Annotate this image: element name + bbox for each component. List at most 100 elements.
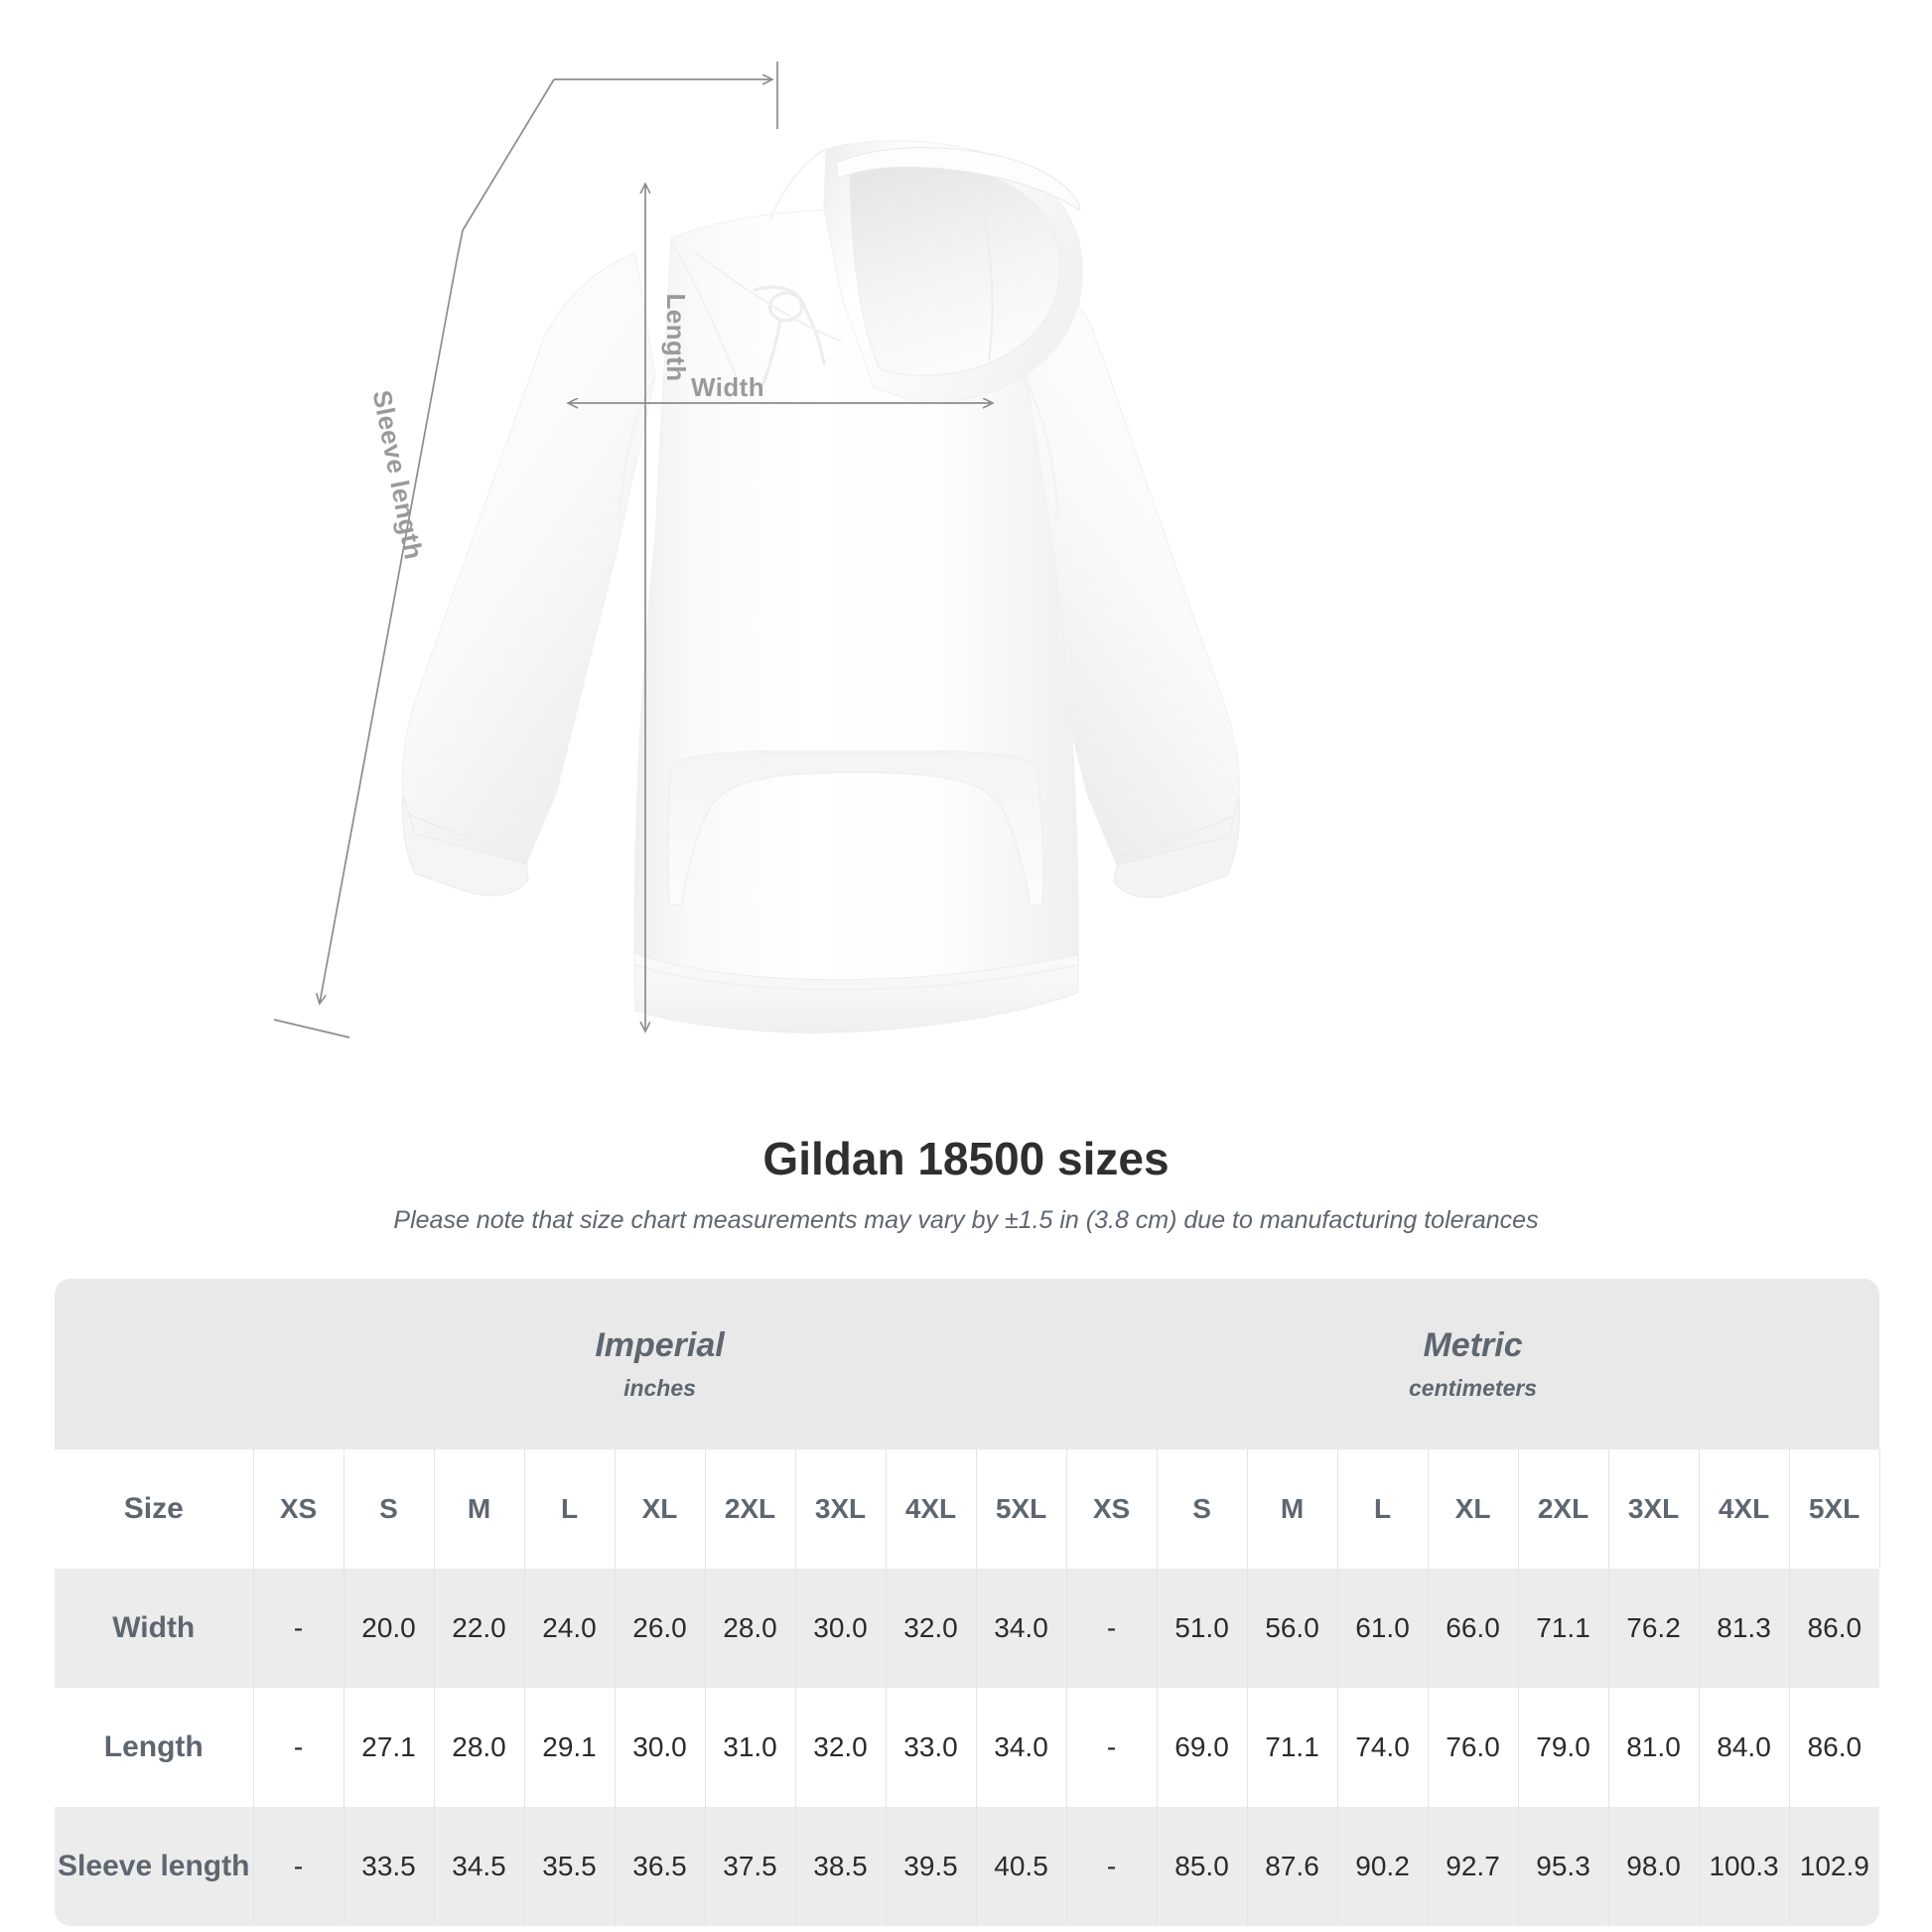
cell-width-imperial-5xl: 34.0 [976,1569,1067,1688]
hoodie-measurement-illustration: Sleeve length Length Width [273,62,1240,1038]
size-header-imperial-xs: XS [253,1449,345,1569]
cell-width-metric-xs: - [1066,1569,1158,1688]
chart-heading: Gildan 18500 sizes Please note that size… [0,1132,1932,1235]
cell-sleeve-length-metric-xs: - [1066,1807,1158,1926]
cell-width-metric-xl: 66.0 [1428,1569,1519,1688]
size-header-imperial-5xl: 5XL [976,1449,1067,1569]
cell-width-imperial-s: 20.0 [344,1569,435,1688]
cell-length-imperial-m: 28.0 [434,1688,525,1807]
cell-length-imperial-s: 27.1 [344,1688,435,1807]
size-column-header: Size [55,1449,254,1569]
sleeve-diagonal-upper [462,78,555,231]
cell-sleeve-length-imperial-5xl: 40.5 [976,1807,1067,1926]
cell-length-metric-l: 74.0 [1337,1688,1429,1807]
cell-sleeve-length-metric-3xl: 98.0 [1608,1807,1700,1926]
right-cuff [1113,795,1240,898]
page-title: Gildan 18500 sizes [762,1133,1170,1184]
row-label-width: Width [55,1569,254,1688]
length-label: Length [661,293,691,381]
size-header-metric-s: S [1157,1449,1248,1569]
cell-length-metric-s: 69.0 [1157,1688,1248,1807]
cell-width-imperial-xs: - [253,1569,345,1688]
sleeve-length-label: Sleeve length [367,388,429,562]
hood-band [835,147,1081,212]
cell-sleeve-length-metric-l: 90.2 [1337,1807,1429,1926]
size-header-imperial-3xl: 3XL [795,1449,887,1569]
size-header-metric-5xl: 5XL [1789,1449,1880,1569]
cell-length-metric-xs: - [1066,1688,1158,1807]
cell-length-imperial-3xl: 32.0 [795,1688,887,1807]
cell-length-metric-m: 71.1 [1247,1688,1338,1807]
size-header-metric-4xl: 4XL [1699,1449,1790,1569]
cell-length-imperial-xl: 30.0 [615,1688,706,1807]
sleeve-diagonal-lower [320,259,458,1003]
cell-width-metric-m: 56.0 [1247,1569,1338,1688]
cell-width-imperial-2xl: 28.0 [705,1569,796,1688]
cell-length-metric-xl: 76.0 [1428,1688,1519,1807]
width-label: Width [691,372,764,402]
hoodie-graphic [402,140,1240,1034]
size-chart-table: Imperial inches Metric centimeters Size XS S M… [55,1279,1880,1926]
cell-width-metric-2xl: 71.1 [1518,1569,1609,1688]
size-header-metric-3xl: 3XL [1608,1449,1700,1569]
cell-sleeve-length-metric-4xl: 100.3 [1699,1807,1790,1926]
cell-length-metric-5xl: 86.0 [1789,1688,1880,1807]
cell-width-imperial-4xl: 32.0 [886,1569,977,1688]
cell-sleeve-length-imperial-s: 33.5 [344,1807,435,1926]
cell-width-imperial-xl: 26.0 [615,1569,706,1688]
unit-group-subtitle: centimeters [1408,1375,1538,1402]
cell-length-imperial-xs: - [253,1688,345,1807]
sleeve-length-dimension [273,62,778,1038]
sleeve-step [456,229,464,261]
unit-group-header-row: Imperial inches Metric centimeters [55,1279,1880,1449]
cell-sleeve-length-metric-s: 85.0 [1157,1807,1248,1926]
cell-width-metric-4xl: 81.3 [1699,1569,1790,1688]
cell-width-imperial-l: 24.0 [524,1569,616,1688]
tolerance-note: Please note that size chart measurements… [393,1206,1539,1235]
cell-length-imperial-2xl: 31.0 [705,1688,796,1807]
cell-length-imperial-4xl: 33.0 [886,1688,977,1807]
cell-sleeve-length-imperial-l: 35.5 [524,1807,616,1926]
measurement-lines [273,62,992,1038]
cell-width-metric-l: 61.0 [1337,1569,1429,1688]
kangaroo-pocket [666,751,1044,906]
cell-width-metric-3xl: 76.2 [1608,1569,1700,1688]
drawstring [753,285,826,387]
cell-sleeve-length-imperial-3xl: 38.5 [795,1807,887,1926]
cell-sleeve-length-metric-m: 87.6 [1247,1807,1338,1926]
cell-width-imperial-m: 22.0 [434,1569,525,1688]
row-label-length: Length [55,1688,254,1807]
cell-width-metric-5xl: 86.0 [1789,1569,1880,1688]
cell-width-imperial-3xl: 30.0 [795,1569,887,1688]
sleeve-cuff-tick [273,1019,350,1038]
size-header-imperial-s: S [344,1449,435,1569]
table-row: Width -20.0 22.0 24.0 26.0 28.0 30.0 32.0 34.0-5… [55,1569,1880,1688]
size-chart-table-container: Imperial inches Metric centimeters Size XS S M… [55,1279,1880,1926]
size-header-metric-xl: XL [1428,1449,1519,1569]
size-header-metric-2xl: 2XL [1518,1449,1609,1569]
unit-group-subtitle: inches [623,1375,696,1402]
size-header-imperial-l: L [524,1449,616,1569]
unit-group-metric: Metric centimeters [1066,1279,1880,1449]
cell-sleeve-length-metric-5xl: 102.9 [1789,1807,1880,1926]
cell-length-metric-2xl: 79.0 [1518,1688,1609,1807]
size-header-metric-l: L [1337,1449,1429,1569]
size-header-metric-m: M [1247,1449,1338,1569]
cell-length-metric-4xl: 84.0 [1699,1688,1790,1807]
unit-group-imperial: Imperial inches [253,1279,1067,1449]
unit-row-spacer [55,1279,253,1449]
cell-sleeve-length-imperial-xl: 36.5 [615,1807,706,1926]
size-header-imperial-m: M [434,1449,525,1569]
size-header-metric-xs: XS [1066,1449,1158,1569]
cell-length-metric-3xl: 81.0 [1608,1688,1700,1807]
cell-length-imperial-5xl: 34.0 [976,1688,1067,1807]
cell-sleeve-length-metric-2xl: 95.3 [1518,1807,1609,1926]
size-header-imperial-xl: XL [615,1449,706,1569]
left-cuff [402,793,529,897]
cell-sleeve-length-imperial-2xl: 37.5 [705,1807,796,1926]
table-row: Sleeve length -33.5 34.5 35.5 36.5 37.5 38.5 39… [55,1807,1880,1926]
size-header-imperial-2xl: 2XL [705,1449,796,1569]
unit-group-title: Imperial [595,1326,725,1365]
bottom-hem [633,952,1079,1034]
size-header-imperial-4xl: 4XL [886,1449,977,1569]
